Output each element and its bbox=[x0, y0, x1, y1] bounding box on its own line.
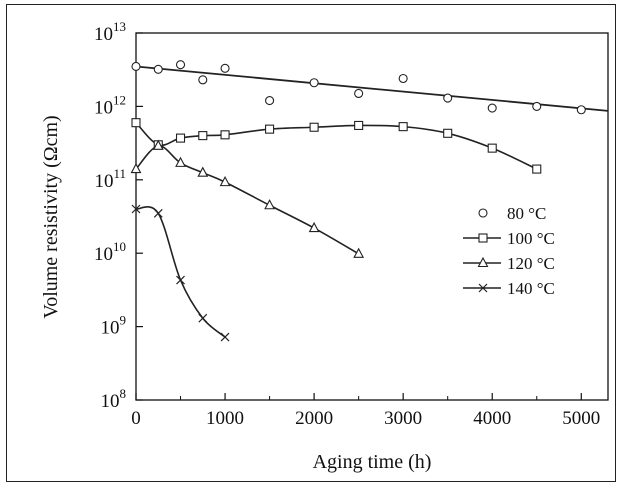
data-point-square bbox=[487, 143, 497, 153]
series-line bbox=[135, 122, 538, 170]
x-tick-label: 1000 bbox=[206, 408, 244, 429]
data-point-circle bbox=[153, 64, 163, 74]
data-point-circle bbox=[576, 105, 586, 115]
data-point-circle bbox=[131, 61, 141, 72]
data-point-circle bbox=[532, 101, 542, 111]
data-point-triangle bbox=[197, 166, 209, 177]
data-point-square bbox=[198, 131, 208, 141]
legend-item-3: 120 °C bbox=[463, 254, 555, 273]
x-tick-label: 4000 bbox=[473, 408, 511, 429]
legend-item-4: 140 °C bbox=[463, 279, 555, 298]
data-point-triangle bbox=[175, 156, 186, 167]
data-point-square bbox=[354, 120, 364, 131]
x-tick-label: 0 bbox=[131, 408, 141, 429]
y-tick-label: 1012 bbox=[94, 92, 126, 118]
y-tick-label: 1013 bbox=[94, 19, 126, 45]
x-tick-label: 3000 bbox=[384, 408, 422, 429]
legend-label: 120 °C bbox=[507, 254, 555, 273]
data-point-circle bbox=[398, 73, 408, 84]
legend: 80 °C 100 °C 120 °C 140 °C bbox=[463, 204, 555, 298]
data-point-triangle bbox=[264, 199, 275, 210]
data-point-circle bbox=[265, 96, 275, 106]
data-point-x bbox=[176, 275, 185, 285]
legend-label: 140 °C bbox=[507, 279, 555, 298]
data-point-square bbox=[532, 164, 542, 174]
data-point-triangle bbox=[308, 221, 320, 233]
series-fit-line bbox=[135, 65, 609, 112]
series-layer bbox=[130, 60, 609, 342]
data-point-square bbox=[309, 122, 319, 132]
series-4 bbox=[131, 204, 230, 342]
y-tick-label: 109 bbox=[101, 313, 127, 339]
data-point-square bbox=[265, 124, 275, 134]
figure-frame: 0 1000 2000 3000 4000 5000 108 109 1010 1011 1012… bbox=[6, 4, 616, 482]
legend-item-2: 100 °C bbox=[463, 229, 555, 248]
plot-area bbox=[135, 32, 609, 401]
data-point-circle bbox=[175, 60, 186, 70]
data-point-x bbox=[220, 332, 230, 342]
data-point-x bbox=[478, 283, 488, 293]
y-tick-label: 108 bbox=[101, 386, 127, 412]
data-point-triangle bbox=[219, 175, 231, 187]
series-3 bbox=[130, 139, 365, 258]
data-point-square bbox=[443, 128, 453, 138]
legend-item-1: 80 °C bbox=[478, 204, 546, 223]
data-point-circle bbox=[487, 103, 497, 113]
data-point-triangle bbox=[130, 162, 142, 174]
chart: 0 1000 2000 3000 4000 5000 108 109 1010 1011 1012… bbox=[40, 19, 609, 473]
x-tick-label: 5000 bbox=[562, 408, 600, 429]
data-point-circle bbox=[478, 208, 488, 218]
legend-label: 80 °C bbox=[507, 204, 546, 223]
data-point-square bbox=[220, 130, 230, 140]
series-line bbox=[135, 206, 226, 338]
x-tick-label: 2000 bbox=[295, 408, 333, 429]
y-axis: 108 109 1010 1011 1012 1013 bbox=[94, 19, 143, 412]
series-1 bbox=[131, 60, 609, 115]
data-point-x bbox=[153, 208, 163, 218]
y-axis-title: Volume resistivity (Ωcm) bbox=[40, 115, 62, 318]
data-point-triangle bbox=[477, 256, 489, 268]
series-2 bbox=[131, 118, 542, 174]
legend-label: 100 °C bbox=[507, 229, 555, 248]
series-line bbox=[135, 145, 360, 255]
y-tick-label: 1010 bbox=[94, 239, 126, 265]
data-point-circle bbox=[220, 63, 230, 73]
y-tick-label: 1011 bbox=[94, 166, 126, 192]
data-point-triangle bbox=[353, 247, 365, 258]
data-point-circle bbox=[309, 78, 319, 88]
data-point-square bbox=[175, 133, 186, 143]
data-point-circle bbox=[443, 93, 453, 103]
data-point-square bbox=[131, 118, 141, 128]
data-point-triangle bbox=[152, 139, 164, 150]
data-point-x bbox=[131, 204, 141, 214]
data-point-circle bbox=[354, 88, 364, 99]
data-point-circle bbox=[198, 75, 208, 85]
x-axis-title: Aging time (h) bbox=[313, 451, 432, 473]
x-axis: 0 1000 2000 3000 4000 5000 bbox=[131, 393, 600, 429]
data-point-square bbox=[478, 233, 488, 243]
data-point-x bbox=[198, 313, 208, 323]
data-point-square bbox=[398, 122, 408, 132]
